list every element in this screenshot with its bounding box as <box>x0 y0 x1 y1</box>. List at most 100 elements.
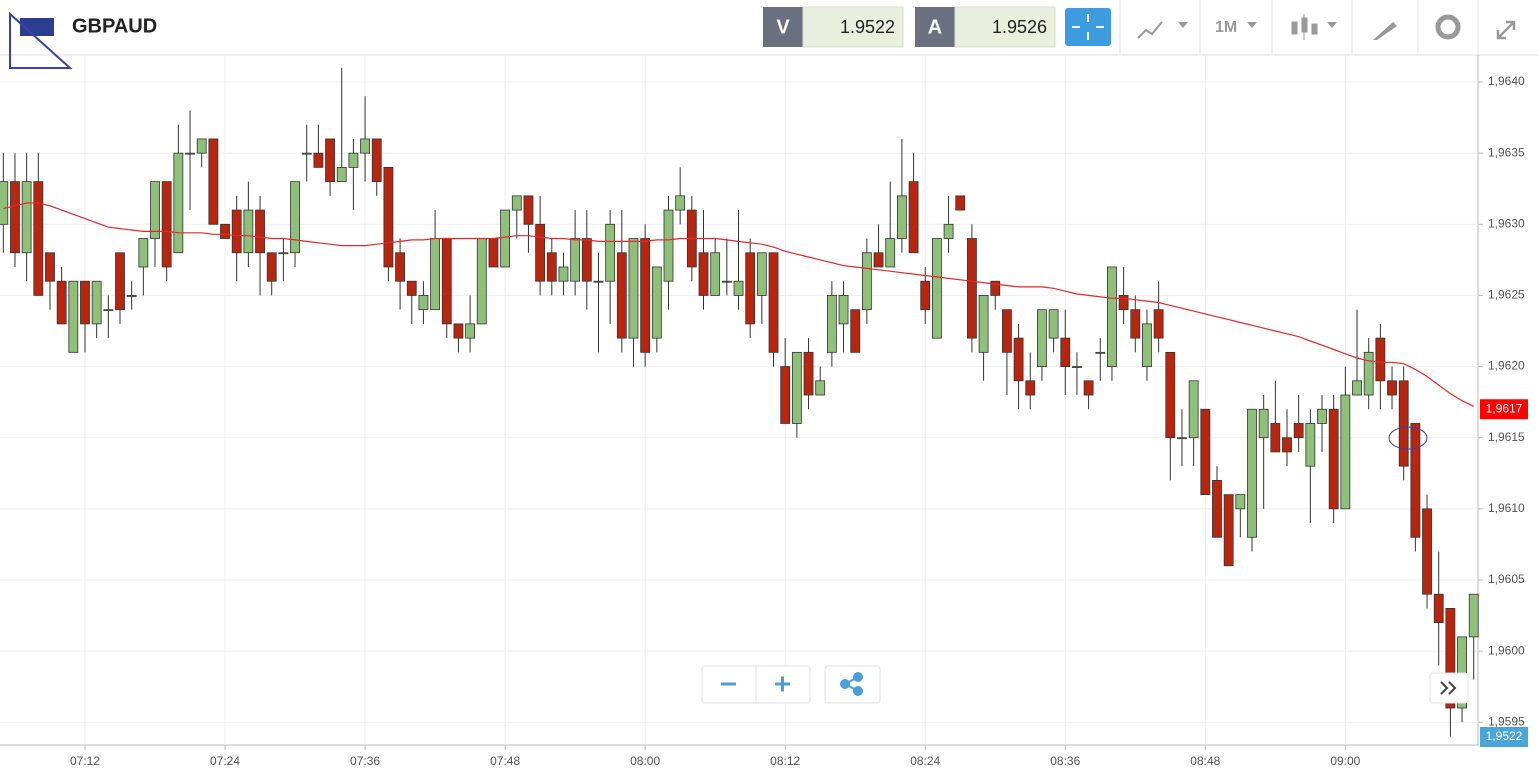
candle-body <box>885 238 896 268</box>
candle-body <box>1282 437 1292 453</box>
candle-body <box>465 323 476 339</box>
candle-body <box>756 252 767 296</box>
candle-body <box>1130 309 1141 339</box>
candle-body <box>336 166 347 183</box>
x-tick-label: 08:12 <box>770 754 800 768</box>
indicator-button[interactable] <box>1137 21 1163 39</box>
candle-body <box>1363 351 1374 396</box>
share-button[interactable] <box>824 665 881 704</box>
candle-body <box>21 181 32 254</box>
y-tick-label: 1,9620 <box>1488 359 1525 373</box>
y-tick-label: 1,9615 <box>1488 430 1525 444</box>
bid-price: 1.9522 <box>840 17 895 37</box>
candle-body <box>126 295 137 297</box>
last-price-label: 1,9522 <box>1486 729 1523 743</box>
fullscreen-button[interactable] <box>1496 20 1516 40</box>
candle-body <box>290 181 300 254</box>
candle-body <box>208 138 219 225</box>
ask-letter: A <box>928 16 942 38</box>
candle-body <box>1212 479 1222 538</box>
candle-body <box>161 181 172 268</box>
candle-body <box>173 152 184 254</box>
candle-body <box>56 280 67 325</box>
y-tick-label: 1,9595 <box>1488 714 1525 728</box>
y-tick-label: 1,9610 <box>1488 501 1525 515</box>
zoom-in[interactable] <box>775 676 790 692</box>
candle-body <box>768 252 779 353</box>
x-tick-label: 08:24 <box>910 754 940 768</box>
candle-body <box>33 181 44 296</box>
candle-body <box>628 238 639 339</box>
candle-body <box>745 252 756 325</box>
candle-body <box>430 238 440 311</box>
candle-body <box>103 309 114 312</box>
ask-button[interactable] <box>915 7 955 47</box>
candle-body <box>1188 380 1199 439</box>
timeframe-button[interactable]: 1M <box>1215 19 1237 36</box>
separators <box>1119 0 1479 55</box>
candle-body <box>1375 337 1386 382</box>
candle-body <box>663 209 674 282</box>
crosshair-button[interactable] <box>1065 8 1111 46</box>
candle-body <box>570 238 581 282</box>
candle-body <box>488 238 499 268</box>
candle-body <box>1095 351 1106 354</box>
candle-body <box>150 181 160 239</box>
bid-button[interactable] <box>763 7 803 47</box>
candle-body <box>651 266 662 339</box>
candle-body <box>453 323 464 339</box>
candle-body <box>791 351 802 424</box>
corner-marker <box>9 11 73 69</box>
candle-body <box>896 195 907 239</box>
candle-body <box>1235 494 1246 510</box>
candle-body <box>850 309 861 353</box>
candle-body <box>990 280 1001 296</box>
settings-button[interactable] <box>1435 14 1461 40</box>
x-tick-label: 08:36 <box>1050 754 1080 768</box>
candle-body <box>1037 309 1047 367</box>
candle-body <box>1072 366 1082 368</box>
candle-body <box>535 223 546 282</box>
x-tick-label: 08:00 <box>630 754 660 768</box>
moving-average <box>3 202 1474 407</box>
x-tick-label: 07:24 <box>210 754 240 768</box>
y-tick-label: 1,9630 <box>1488 216 1525 230</box>
crosshair-icon <box>1072 14 1104 40</box>
candle-body <box>967 238 977 339</box>
x-tick-label: 09:00 <box>1330 754 1360 768</box>
candle-body <box>313 152 324 168</box>
candle-body <box>511 195 522 211</box>
x-tick-label: 07:48 <box>490 754 520 768</box>
candle-body <box>1398 380 1409 467</box>
candle-body <box>1293 423 1304 439</box>
bid-box[interactable] <box>802 6 904 48</box>
candle-body <box>558 266 569 282</box>
candle-body <box>1118 295 1129 311</box>
candle-body <box>1177 437 1187 440</box>
candle-body <box>1107 266 1117 367</box>
candle-body <box>278 252 289 255</box>
candle-body <box>698 252 709 296</box>
scroll-end-button[interactable] <box>1429 672 1469 704</box>
candle-body <box>605 223 616 282</box>
cursor-marker <box>1388 426 1428 450</box>
candle-body <box>1433 593 1444 624</box>
candle-body <box>441 238 452 325</box>
candle-body <box>1223 494 1234 567</box>
candle-body <box>920 280 931 311</box>
ask-box[interactable] <box>954 6 1056 48</box>
draw-button[interactable] <box>1373 22 1397 40</box>
candle-body <box>710 252 721 296</box>
share-icon <box>840 672 863 696</box>
candle-body <box>1317 408 1327 424</box>
candle-body <box>395 252 405 282</box>
candle-body <box>838 295 849 325</box>
candle-body <box>1445 608 1456 709</box>
chart-type-button[interactable] <box>1291 14 1318 40</box>
candle-body <box>10 181 20 254</box>
y-tick-label: 1,9600 <box>1488 643 1525 657</box>
candle-body <box>955 195 966 211</box>
y-tick-label: 1,9625 <box>1488 288 1525 302</box>
candle-body <box>1200 408 1211 496</box>
